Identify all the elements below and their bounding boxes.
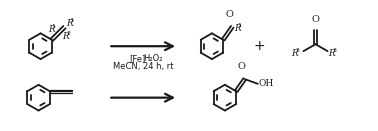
Text: R: R [291, 49, 298, 58]
Text: 1: 1 [51, 24, 55, 29]
Text: R: R [62, 32, 69, 41]
Text: H₂O₂: H₂O₂ [143, 54, 163, 63]
Text: [Fe]: [Fe] [129, 54, 145, 63]
Text: 3: 3 [70, 18, 74, 23]
Text: R: R [67, 19, 73, 28]
Text: R: R [328, 49, 335, 58]
Text: R: R [48, 25, 54, 34]
Text: 1: 1 [238, 23, 242, 28]
Text: O: O [311, 15, 319, 24]
Text: 2: 2 [66, 31, 70, 36]
Text: O: O [238, 62, 246, 71]
Text: 3: 3 [332, 48, 336, 53]
Text: OH: OH [259, 79, 274, 88]
Text: MeCN, 24 h, rt: MeCN, 24 h, rt [113, 62, 174, 71]
Text: O: O [225, 10, 233, 19]
Text: 2: 2 [295, 48, 299, 53]
Text: +: + [254, 39, 266, 53]
Text: R: R [234, 24, 241, 33]
